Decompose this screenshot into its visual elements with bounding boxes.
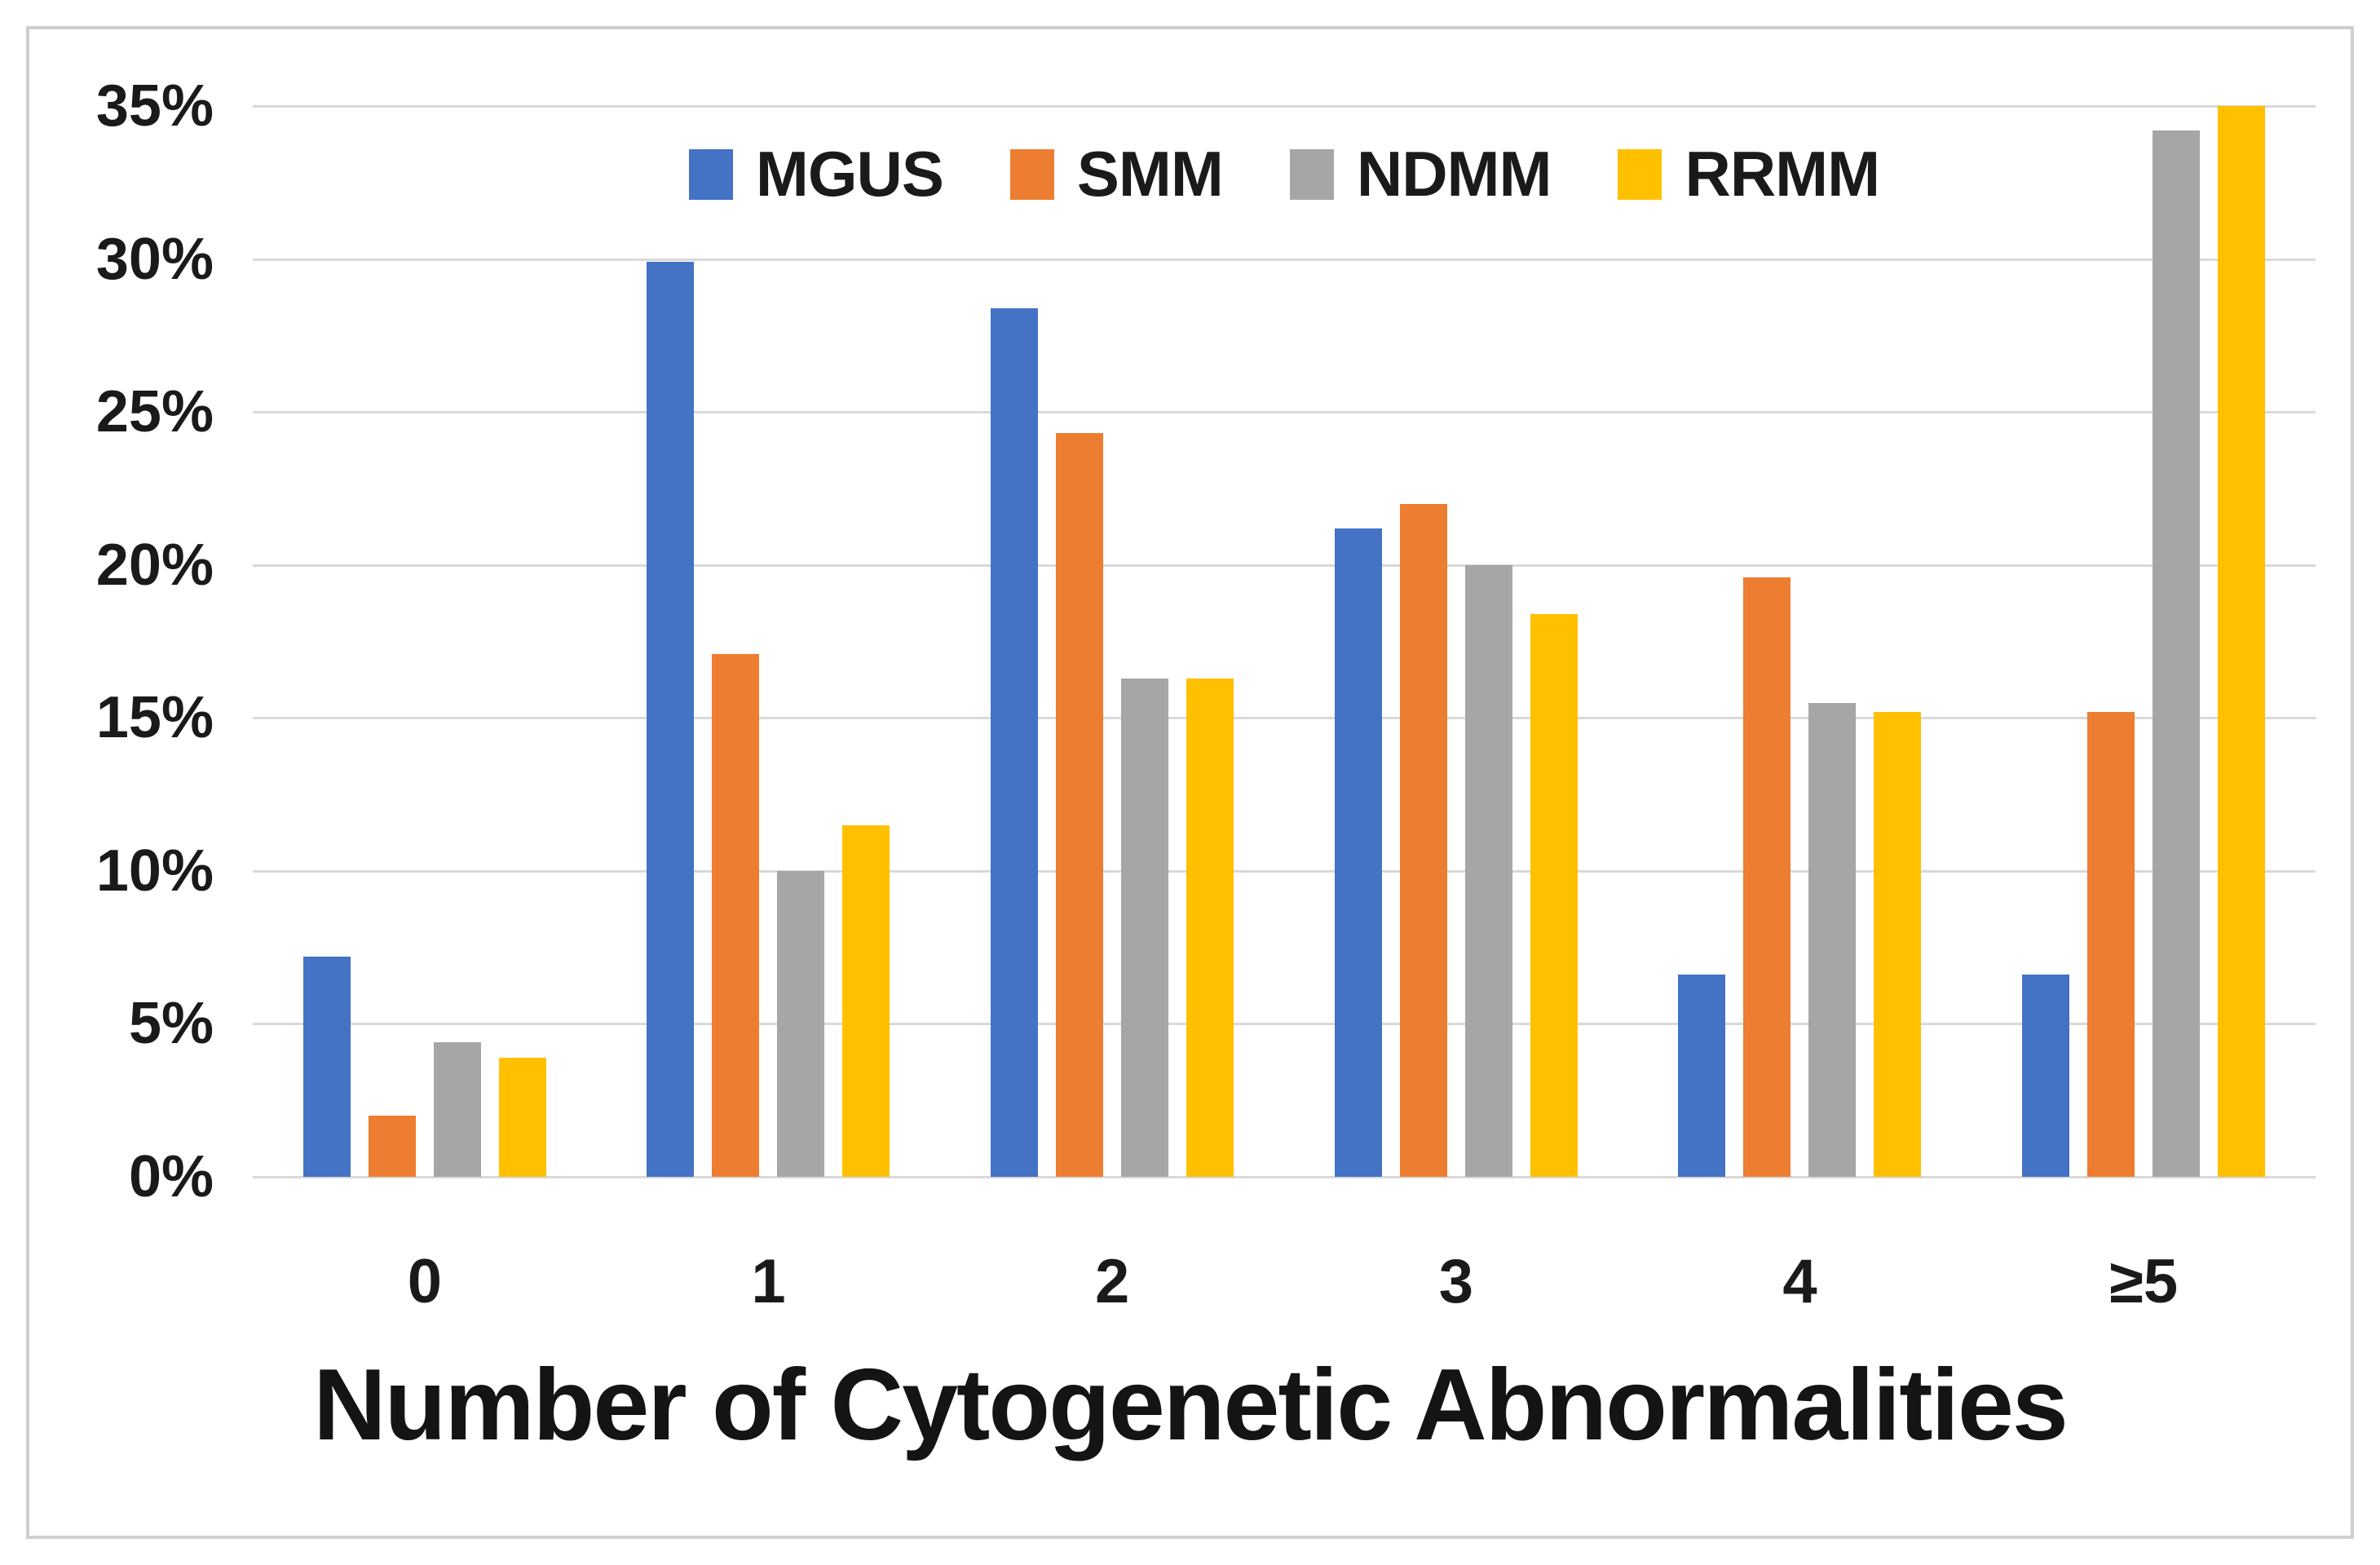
x-tick-label: ≥5 xyxy=(2109,1247,2179,1316)
bar-smm-1 xyxy=(712,653,760,1177)
y-tick-label: 20% xyxy=(95,532,214,598)
gridline-30 xyxy=(253,258,2316,261)
ndmm-swatch-icon xyxy=(1289,148,1334,200)
bar-group-0 xyxy=(253,106,597,1177)
x-tick-label: 1 xyxy=(751,1247,786,1316)
gridline-15 xyxy=(253,717,2316,720)
legend-item-ndmm: NDMM xyxy=(1289,137,1552,211)
bar-rrmm-2 xyxy=(1186,678,1234,1177)
bar-ndmm-1 xyxy=(777,870,825,1177)
bar-mgus-1 xyxy=(647,262,695,1177)
bar-rrmm-1 xyxy=(842,824,890,1177)
gridline-10 xyxy=(253,869,2316,873)
legend-item-rrmm: RRMM xyxy=(1618,137,1880,211)
y-tick-label: 5% xyxy=(128,991,214,1057)
bar-mgus-3 xyxy=(1334,528,1382,1177)
mgus-swatch-icon xyxy=(688,148,733,200)
legend-label-ndmm: NDMM xyxy=(1356,138,1552,210)
x-tick-label: 0 xyxy=(407,1247,442,1316)
bar-smm-3 xyxy=(1399,503,1447,1177)
gridline-20 xyxy=(253,564,2316,567)
gridline-0 xyxy=(253,1176,2316,1178)
y-tick-label: 35% xyxy=(95,73,214,139)
y-tick-label: 0% xyxy=(128,1144,214,1209)
bar-smm-≥5 xyxy=(2087,711,2135,1177)
bar-group-4 xyxy=(1628,106,1972,1177)
bar-ndmm-≥5 xyxy=(2153,130,2201,1177)
smm-swatch-icon xyxy=(1009,148,1054,200)
y-tick-label: 15% xyxy=(95,685,214,751)
bar-group-3 xyxy=(1284,106,1628,1177)
bar-ndmm-0 xyxy=(433,1041,481,1177)
bar-group-2 xyxy=(940,106,1284,1177)
bar-mgus-≥5 xyxy=(2022,975,2070,1177)
legend-label-mgus: MGUS xyxy=(755,138,944,210)
y-tick-label: 10% xyxy=(95,838,214,904)
bar-group-1 xyxy=(597,106,941,1177)
gridline-35 xyxy=(253,105,2316,108)
legend-label-rrmm: RRMM xyxy=(1685,138,1880,210)
y-tick-label: 30% xyxy=(95,226,214,292)
bar-rrmm-≥5 xyxy=(2218,106,2266,1177)
rrmm-swatch-icon xyxy=(1618,148,1662,200)
bar-rrmm-4 xyxy=(1874,711,1922,1177)
bar-mgus-0 xyxy=(302,956,351,1177)
gridline-5 xyxy=(253,1023,2316,1026)
bar-rrmm-3 xyxy=(1530,613,1578,1177)
legend-item-smm: SMM xyxy=(1009,137,1224,211)
x-axis-title: Number of Cytogenetic Abnormalities xyxy=(313,1349,2069,1461)
gridline-25 xyxy=(253,411,2316,414)
bar-mgus-4 xyxy=(1678,975,1726,1177)
legend-item-mgus: MGUS xyxy=(688,137,944,211)
legend-label-smm: SMM xyxy=(1076,138,1224,210)
bar-smm-2 xyxy=(1056,433,1104,1177)
x-tick-label: 4 xyxy=(1782,1247,1817,1316)
bar-ndmm-4 xyxy=(1808,702,1857,1177)
y-axis-labels: 0% 5% 10% 15% 20% 25% 30% 35% xyxy=(0,73,214,1209)
bar-ndmm-2 xyxy=(1121,678,1169,1177)
bar-smm-0 xyxy=(368,1115,416,1177)
bar-ndmm-3 xyxy=(1464,564,1512,1177)
x-tick-label: 3 xyxy=(1438,1247,1473,1316)
x-tick-label: 2 xyxy=(1095,1247,1130,1316)
bar-group-≥5 xyxy=(1972,106,2316,1177)
bar-mgus-2 xyxy=(991,307,1039,1177)
plot-area xyxy=(253,105,2316,1178)
chart-legend: MGUS SMM NDMM RRMM xyxy=(253,137,2316,211)
bar-rrmm-0 xyxy=(498,1057,546,1177)
x-axis-labels: 0 1 2 3 4 ≥5 xyxy=(253,1246,2316,1328)
bar-smm-4 xyxy=(1743,577,1791,1177)
y-tick-label: 25% xyxy=(95,379,214,445)
